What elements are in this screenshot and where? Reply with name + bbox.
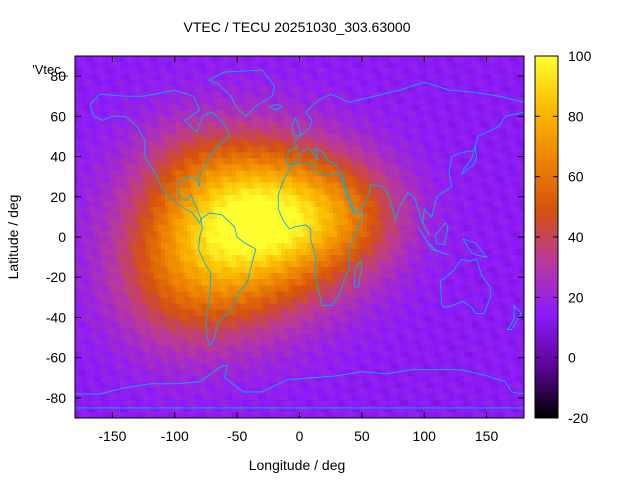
- y-tick-label: 0: [58, 229, 66, 245]
- coastline-madagascar: [353, 260, 363, 288]
- coastline-africa: [277, 162, 364, 306]
- coastline-eurasia: [286, 81, 524, 236]
- x-axis-ticks: -150 -100 -50 0 50 100 150: [98, 56, 498, 444]
- coastline-antarctica: [75, 365, 524, 409]
- x-tick-label: 150: [475, 428, 499, 444]
- colorbar-tick-label: 80: [568, 108, 584, 124]
- coastline-south-america: [198, 212, 257, 347]
- colorbar-tick-label: 20: [568, 289, 584, 305]
- coastline-north-america: [89, 89, 231, 224]
- y-tick-label: -20: [46, 269, 66, 285]
- coastline-indonesia: [417, 226, 450, 256]
- x-tick-label: -150: [98, 428, 126, 444]
- y-tick-label: -80: [46, 390, 66, 406]
- colorbar-tick-label: 100: [568, 48, 592, 64]
- coastline-overlay: [75, 69, 524, 409]
- colorbar-ticks: -20 0 20 40 60 80 100: [535, 48, 592, 426]
- y-tick-label: -40: [46, 309, 66, 325]
- y-tick-label: 80: [50, 68, 66, 84]
- coastline-new-zealand: [506, 305, 523, 330]
- coastline-greenland: [208, 69, 276, 117]
- x-tick-label: -50: [227, 428, 247, 444]
- y-tick-label: 60: [50, 108, 66, 124]
- x-tick-label: 0: [296, 428, 304, 444]
- colorbar-tick-label: 0: [568, 350, 576, 366]
- coastline-borneo: [434, 222, 449, 246]
- y-tick-label: 20: [50, 189, 66, 205]
- chart-title: VTEC / TECU 20251030_303.63000: [183, 19, 410, 35]
- colorbar-tick-label: 60: [568, 169, 584, 185]
- x-tick-label: -100: [161, 428, 189, 444]
- coastline-britain: [291, 117, 302, 137]
- y-axis-label: Latitude / deg: [5, 195, 21, 280]
- x-tick-label: 100: [413, 428, 437, 444]
- coastline-australia: [439, 258, 491, 314]
- x-tick-label: 50: [354, 428, 370, 444]
- colorbar-tick-label: -20: [568, 410, 588, 426]
- y-tick-label: 40: [50, 149, 66, 165]
- vtec-heatmap: [75, 56, 524, 418]
- colorbar-tick-label: 40: [568, 229, 584, 245]
- x-axis-label: Longitude / deg: [249, 457, 346, 473]
- y-tick-label: -60: [46, 350, 66, 366]
- legend-entry: 'Vtec_: [32, 62, 68, 77]
- coastline-iceland: [269, 103, 283, 111]
- coastline-new-guinea: [462, 238, 488, 258]
- y-axis-ticks: -80 -60 -40 -20 0 20 40 60 80: [46, 68, 524, 406]
- coastline-japan: [461, 146, 478, 176]
